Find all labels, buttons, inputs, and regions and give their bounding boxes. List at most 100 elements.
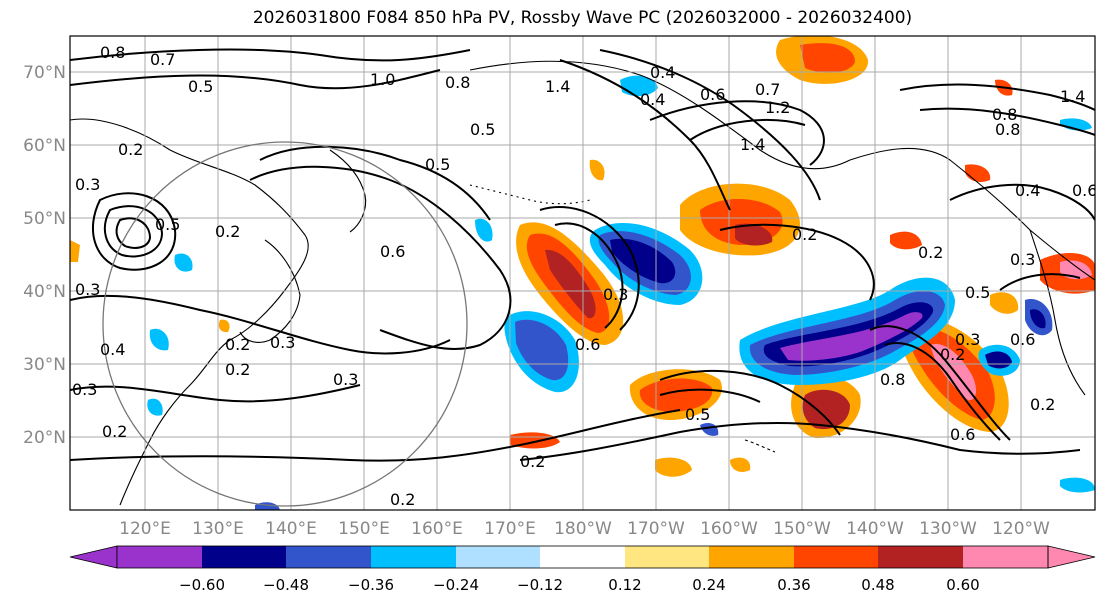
contour-label: 0.6	[950, 425, 975, 444]
pv-contour	[869, 325, 1011, 441]
contour-label: 0.4	[1015, 181, 1040, 200]
contour-label: 0.8	[100, 43, 125, 62]
contour-labels: 0.8 0.7 0.5 0.2 0.3 0.2 0.5 0.6 0.3 1.0 …	[72, 43, 1097, 509]
pv-contour	[259, 145, 491, 221]
lon-label: 120°E	[119, 519, 171, 539]
positive-anomaly-region	[990, 292, 1019, 314]
lon-label: 160°E	[411, 519, 463, 539]
positive-anomaly-region	[802, 389, 850, 430]
contour-label: 0.5	[685, 405, 710, 424]
lon-label: 170°E	[484, 519, 536, 539]
lat-label-30n: 30°N	[23, 355, 66, 375]
colorbar-tick: 0.12	[608, 576, 641, 594]
negative-anomaly-region	[174, 253, 193, 272]
lon-label: 170°W	[627, 519, 685, 539]
colorbar-swatch	[878, 546, 963, 568]
pv-contour	[70, 409, 681, 462]
pv-contour	[115, 217, 152, 249]
lon-label: 120°W	[992, 519, 1050, 539]
lat-label-50n: 50°N	[23, 209, 66, 229]
negative-anomaly-region	[1030, 309, 1046, 329]
map-content: 0.8 0.7 0.5 0.2 0.3 0.2 0.5 0.6 0.3 1.0 …	[70, 36, 1097, 510]
pv-contour	[999, 273, 1081, 291]
lon-label: 180°W	[554, 519, 612, 539]
contour-label: 0.3	[955, 330, 980, 349]
lon-label: 160°W	[700, 519, 758, 539]
contour-label: 0.4	[100, 340, 125, 359]
colorbar-tick: 0.36	[777, 576, 810, 594]
positive-anomaly-region	[800, 43, 855, 73]
pv-contour	[649, 100, 825, 166]
pv-contour	[249, 165, 512, 351]
contour-label: 1.4	[740, 135, 765, 154]
lon-label: 150°W	[773, 519, 831, 539]
contour-label: 1.0	[370, 70, 395, 89]
lat-label-40n: 40°N	[23, 282, 66, 302]
contour-label: 0.5	[470, 120, 495, 139]
positive-anomaly-region	[589, 159, 605, 181]
pv-contour	[719, 223, 875, 301]
lon-label: 130°E	[192, 519, 244, 539]
colorbar-swatch	[456, 546, 540, 568]
lat-label-60n: 60°N	[23, 136, 66, 156]
reference-circle	[102, 141, 468, 507]
colorbar-max-extension	[1047, 545, 1096, 569]
pv-contour	[559, 59, 731, 211]
map-title: 2026031800 F084 850 hPa PV, Rossby Wave …	[252, 8, 913, 28]
contour-label: 0.3	[75, 175, 100, 194]
contour-label: 0.6	[1072, 181, 1097, 200]
japan-coastline	[239, 239, 301, 343]
pv-contour	[91, 192, 177, 271]
lon-label: 140°W	[846, 519, 904, 539]
contour-label: 0.4	[640, 90, 665, 109]
contour-label: 0.6	[700, 85, 725, 104]
north-america-coastline	[1029, 229, 1086, 396]
colorbar-swatch	[286, 546, 371, 568]
contour-label: 0.8	[992, 105, 1017, 124]
contour-label: 0.3	[270, 333, 295, 352]
contour-label: 0.2	[792, 225, 817, 244]
lon-label: 140°E	[265, 519, 317, 539]
contour-label: 0.8	[995, 120, 1020, 139]
negative-anomaly-region	[620, 75, 658, 97]
contour-label: 0.6	[380, 242, 405, 261]
contour-label: 0.5	[188, 77, 213, 96]
pv-contour	[554, 222, 624, 329]
negative-anomaly-region	[147, 398, 163, 416]
colorbar-swatch	[794, 546, 878, 568]
colorbar-tick: 0.24	[692, 576, 725, 594]
negative-anomaly-region	[515, 319, 569, 381]
longitude-labels: 120°E 130°E 140°E 150°E 160°E 170°E 180°…	[119, 519, 1050, 539]
contour-label: 0.2	[1030, 395, 1055, 414]
negative-anomaly-region	[1060, 477, 1095, 493]
contour-label: 0.3	[603, 285, 628, 304]
asia-coastline	[70, 118, 309, 506]
contour-label: 0.3	[72, 380, 97, 399]
pv-contour	[884, 342, 1001, 441]
alaska-coastline	[469, 60, 1095, 281]
colorbar-min-extension	[69, 545, 118, 569]
colorbar-swatch	[540, 546, 625, 568]
colorbar-tick: 0.60	[946, 576, 979, 594]
contour-label: 1.4	[545, 77, 570, 96]
contour-label: 0.5	[965, 283, 990, 302]
contour-label: 0.4	[650, 63, 675, 82]
contour-label: 0.8	[445, 73, 470, 92]
pv-contour	[70, 69, 441, 90]
contour-label: 0.3	[1010, 250, 1035, 269]
lat-label-70n: 70°N	[23, 63, 66, 83]
contour-label: 0.3	[75, 280, 100, 299]
pv-contour	[659, 369, 841, 436]
map-frame	[69, 35, 1096, 511]
gridlines	[70, 36, 1095, 510]
negative-anomaly-region	[149, 328, 169, 351]
colorbar-swatch	[963, 546, 1048, 568]
pv-contour	[919, 107, 1095, 136]
latitude-labels: 70°N 60°N 50°N 40°N 30°N 20°N	[23, 63, 66, 448]
pv-contour	[103, 205, 164, 258]
contour-label: 0.7	[755, 80, 780, 99]
contour-label: 0.5	[155, 215, 180, 234]
pv-contour	[519, 422, 1081, 461]
pv-contour	[539, 205, 640, 331]
colorbar-tick: −0.36	[348, 576, 394, 594]
